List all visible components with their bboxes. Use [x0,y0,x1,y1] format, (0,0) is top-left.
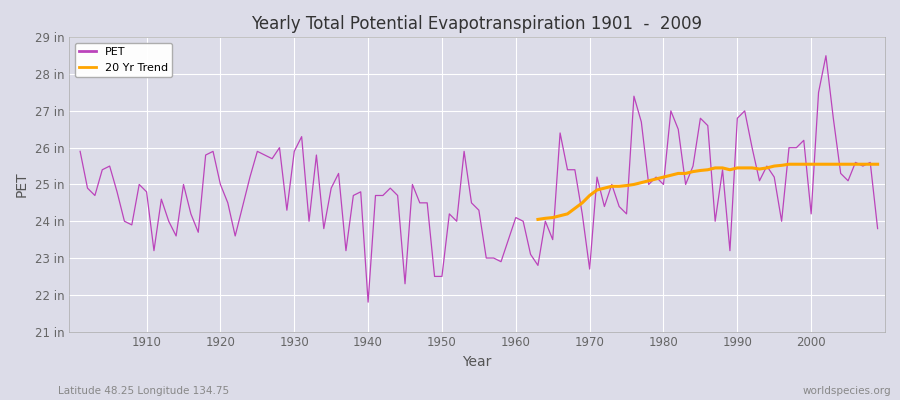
20 Yr Trend [842,162,853,167]
20 Yr Trend [688,169,698,174]
PET [510,215,521,220]
20 Yr Trend [554,213,565,218]
20 Yr Trend [607,184,617,189]
PET [872,226,883,231]
20 Yr Trend [547,215,558,220]
20 Yr Trend [577,200,588,205]
20 Yr Trend [673,171,684,176]
20 Yr Trend [710,166,721,170]
20 Yr Trend [636,180,647,185]
20 Yr Trend [872,162,883,167]
20 Yr Trend [533,217,544,222]
X-axis label: Year: Year [463,355,491,369]
20 Yr Trend [540,216,551,221]
20 Yr Trend [806,162,816,167]
PET [134,182,145,187]
20 Yr Trend [739,166,750,170]
20 Yr Trend [858,162,868,167]
PET [340,248,351,253]
20 Yr Trend [798,162,809,167]
Legend: PET, 20 Yr Trend: PET, 20 Yr Trend [75,43,172,77]
20 Yr Trend [724,167,735,172]
20 Yr Trend [614,184,625,189]
PET [821,53,832,58]
20 Yr Trend [784,162,795,167]
20 Yr Trend [776,163,787,168]
PET [607,182,617,187]
20 Yr Trend [591,188,602,192]
20 Yr Trend [628,182,639,187]
20 Yr Trend [732,166,742,170]
20 Yr Trend [680,171,691,176]
Text: Latitude 48.25 Longitude 134.75: Latitude 48.25 Longitude 134.75 [58,386,230,396]
20 Yr Trend [747,166,758,170]
20 Yr Trend [651,176,661,181]
Line: 20 Yr Trend: 20 Yr Trend [538,164,878,220]
Title: Yearly Total Potential Evapotranspiration 1901  -  2009: Yearly Total Potential Evapotranspiratio… [251,15,703,33]
PET [518,219,528,224]
PET [296,134,307,139]
20 Yr Trend [835,162,846,167]
PET [75,149,86,154]
20 Yr Trend [695,168,706,173]
Text: worldspecies.org: worldspecies.org [803,386,891,396]
20 Yr Trend [621,183,632,188]
20 Yr Trend [717,166,728,170]
20 Yr Trend [584,193,595,198]
20 Yr Trend [791,162,802,167]
20 Yr Trend [828,162,839,167]
PET [363,300,374,304]
20 Yr Trend [761,166,772,170]
Line: PET: PET [80,56,878,302]
20 Yr Trend [570,206,580,211]
20 Yr Trend [754,167,765,172]
20 Yr Trend [599,186,610,190]
20 Yr Trend [562,212,573,216]
20 Yr Trend [769,164,779,168]
20 Yr Trend [702,167,713,172]
20 Yr Trend [665,173,676,178]
20 Yr Trend [850,162,861,167]
20 Yr Trend [813,162,824,167]
20 Yr Trend [821,162,832,167]
20 Yr Trend [644,178,654,183]
20 Yr Trend [865,162,876,167]
Y-axis label: PET: PET [15,172,29,197]
20 Yr Trend [658,175,669,180]
